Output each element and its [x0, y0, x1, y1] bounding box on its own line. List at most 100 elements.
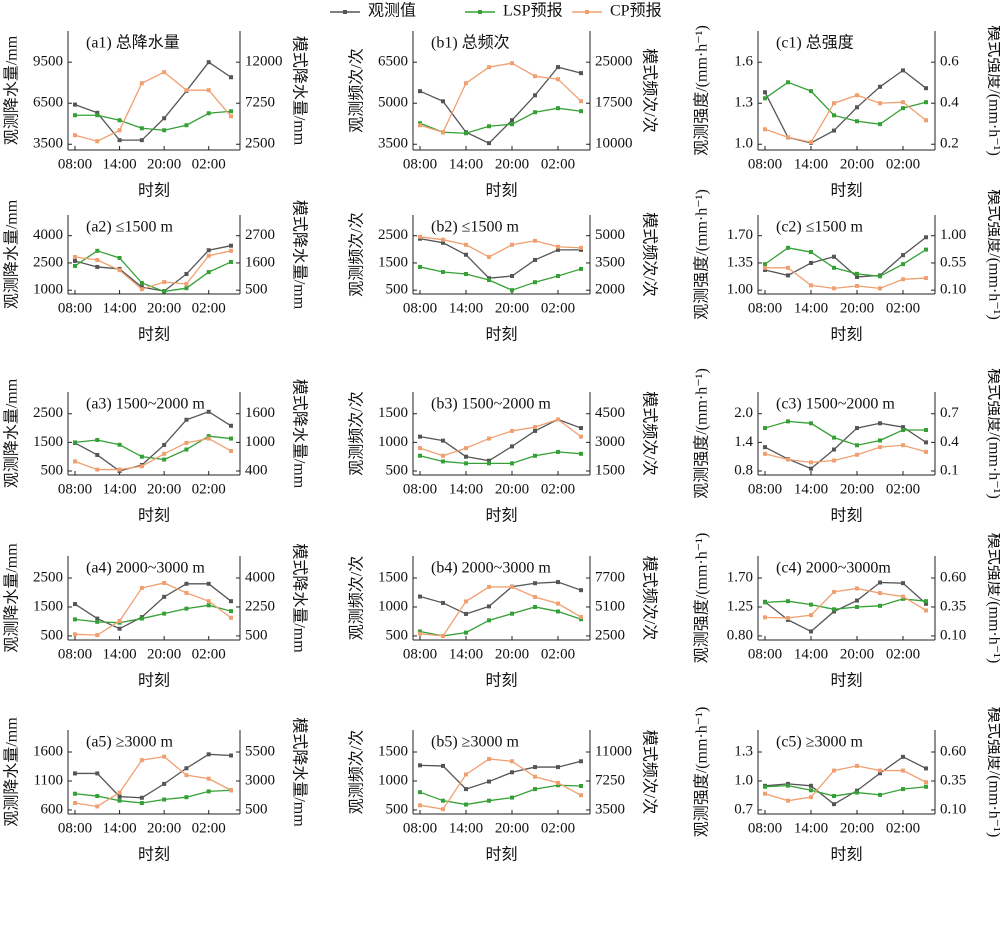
y-tick-label: 2500 [33, 254, 63, 270]
point [556, 580, 560, 585]
series-line [419, 107, 582, 134]
y2-tick-label: 1600 [245, 254, 275, 270]
point [901, 427, 905, 432]
point [556, 765, 560, 770]
series-line [764, 765, 927, 802]
point [418, 763, 422, 768]
point [832, 794, 836, 799]
point [855, 790, 859, 795]
point [924, 601, 928, 606]
point [556, 449, 560, 454]
y-tick-label: 500 [386, 801, 409, 817]
series-line [74, 583, 232, 630]
y2-tick-label: 2500 [245, 136, 275, 152]
series-line [764, 94, 927, 143]
x-tick-label: 20:00 [495, 156, 529, 172]
series-line [74, 250, 232, 290]
y2-tick-label: 7250 [595, 772, 625, 788]
legend-label: CP预报 [610, 2, 662, 20]
series-line [74, 755, 232, 808]
x-axis-label: 时刻 [138, 326, 170, 344]
y-tick-label: 1.25 [727, 598, 753, 614]
point [206, 248, 211, 253]
point [73, 602, 77, 607]
y2-tick-label: 4500 [595, 405, 625, 421]
point [139, 758, 144, 763]
point [786, 245, 790, 250]
x-tick-label: 20:00 [495, 646, 529, 662]
point [809, 602, 813, 607]
point [229, 423, 233, 428]
point [832, 607, 836, 612]
point [832, 458, 836, 463]
point [579, 109, 583, 114]
y2-tick-label: 2500 [595, 627, 625, 643]
y-tick-label: 4000 [33, 227, 63, 243]
y2-tick-label: 2250 [245, 598, 275, 614]
point [832, 101, 836, 106]
series-line [764, 81, 927, 125]
x-tick-label: 08:00 [748, 300, 782, 316]
y2-tick-label: 10000 [595, 136, 633, 152]
panel-title: (b2) ≤1500 m [431, 219, 519, 236]
point [139, 281, 144, 286]
point [510, 461, 514, 466]
point [533, 257, 537, 262]
point [487, 779, 491, 784]
legend-marker [585, 10, 589, 14]
y-axis-label: 观测强度/(mm·h⁻¹) [693, 25, 711, 156]
point [206, 436, 211, 441]
x-axis-label: 时刻 [138, 846, 170, 864]
panel-title: (a3) 1500~2000 m [86, 396, 205, 413]
panel-title: (b5) ≥3000 m [431, 734, 519, 751]
point [95, 616, 100, 621]
point [162, 280, 167, 285]
y2-tick-label: 0.35 [940, 598, 966, 614]
point [418, 803, 422, 808]
point [206, 776, 211, 781]
point [464, 446, 468, 451]
point [162, 457, 167, 462]
point [786, 798, 790, 803]
point [579, 759, 583, 764]
point [95, 467, 100, 472]
series-line [74, 789, 232, 804]
point [901, 768, 905, 773]
point [533, 280, 537, 285]
point [786, 419, 790, 424]
point [579, 588, 583, 593]
point [878, 438, 882, 443]
y2-tick-label: 500 [245, 282, 268, 298]
point [832, 113, 836, 118]
x-tick-label: 14:00 [102, 481, 136, 497]
point [139, 138, 144, 143]
y-tick-label: 1600 [33, 743, 63, 759]
series-line [419, 581, 582, 615]
point [487, 65, 491, 70]
series-line [74, 71, 232, 142]
point [786, 783, 790, 788]
point [206, 253, 211, 258]
series-line [75, 753, 232, 799]
y-tick-label: 1.3 [734, 743, 753, 759]
y-tick-label: 1000 [378, 772, 408, 788]
y-tick-label: 2500 [33, 405, 63, 421]
point [184, 766, 189, 771]
point [832, 447, 836, 452]
y2-axis-label: 模式强度/(mm·h⁻¹) [985, 25, 1000, 156]
series-line [419, 606, 582, 637]
x-tick-label: 02:00 [192, 646, 226, 662]
point [878, 286, 882, 291]
point [533, 594, 537, 599]
point [73, 263, 77, 268]
point [162, 116, 167, 121]
point [418, 264, 422, 269]
point [556, 247, 560, 252]
point [229, 114, 233, 119]
series-line [74, 604, 232, 624]
point [162, 594, 167, 599]
point [464, 630, 468, 635]
x-tick-label: 20:00 [495, 300, 529, 316]
point [855, 93, 859, 98]
x-axis-label: 时刻 [830, 846, 862, 864]
